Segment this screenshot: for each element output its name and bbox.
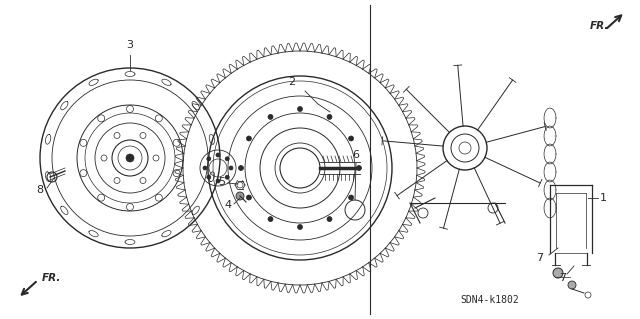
Text: SDN4-k1802: SDN4-k1802 (461, 295, 520, 305)
Text: 5: 5 (218, 177, 225, 187)
Circle shape (225, 157, 229, 161)
Text: 6: 6 (353, 150, 360, 160)
Circle shape (236, 192, 244, 200)
Circle shape (349, 195, 353, 200)
Text: 7: 7 (536, 253, 543, 263)
Circle shape (349, 136, 353, 141)
Circle shape (268, 115, 273, 119)
Circle shape (207, 175, 211, 179)
Circle shape (327, 115, 332, 119)
Circle shape (568, 281, 576, 289)
Text: 2: 2 (289, 77, 296, 87)
Text: FR.: FR. (42, 273, 61, 283)
Circle shape (229, 166, 233, 170)
Text: 4: 4 (225, 200, 232, 210)
Circle shape (298, 225, 303, 229)
Text: 8: 8 (36, 185, 44, 195)
Circle shape (216, 179, 220, 183)
Circle shape (246, 195, 252, 200)
Circle shape (298, 107, 303, 112)
Circle shape (207, 157, 211, 161)
Circle shape (126, 154, 134, 162)
Circle shape (239, 166, 243, 170)
Circle shape (246, 136, 252, 141)
Circle shape (268, 217, 273, 222)
Circle shape (327, 217, 332, 222)
Text: 7: 7 (559, 273, 566, 283)
Circle shape (553, 268, 563, 278)
Text: 1: 1 (600, 193, 607, 203)
Circle shape (216, 153, 220, 157)
Circle shape (203, 166, 207, 170)
Text: FR.: FR. (590, 21, 609, 31)
Circle shape (356, 166, 362, 170)
Circle shape (225, 175, 229, 179)
Text: 3: 3 (127, 40, 134, 50)
